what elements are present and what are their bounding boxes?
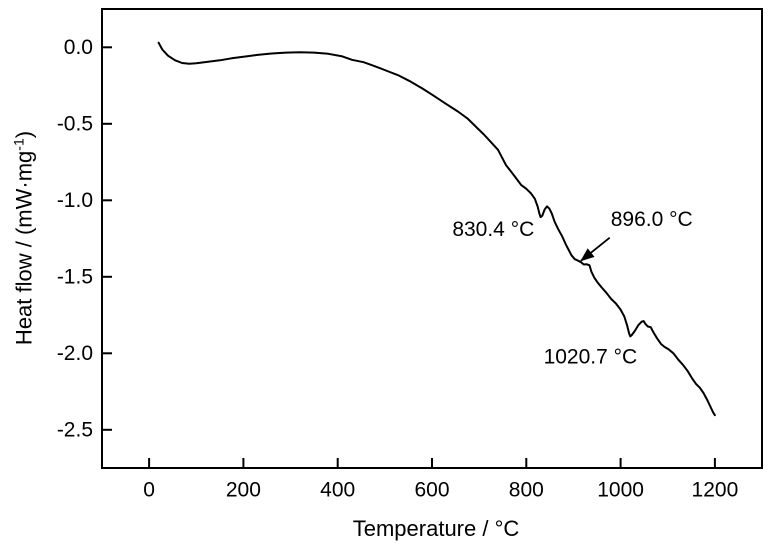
annotation-label-896: 896.0 °C [611,208,693,231]
y-axis-title-text: Heat flow / (mW·mg [11,150,37,346]
annotation-arrow-896 [580,236,611,262]
x-axis-tick-label: 1200 [692,479,739,502]
y-axis-title: Heat flow / (mW·mg-1) [10,131,37,345]
y-axis-tick-label: -0.5 [57,112,93,135]
annotation-label-1020: 1020.7 °C [544,346,638,369]
x-axis-title: Temperature / °C [352,516,520,541]
y-axis-tick-label: -2.0 [57,342,93,365]
x-axis-tick-label: 1000 [597,479,644,502]
plot-frame [101,8,763,469]
y-axis-title-close: ) [11,130,37,139]
x-axis-tick-label: 400 [320,479,355,502]
x-axis-tick-label: 0 [143,479,155,502]
y-axis-title-superscript: -1 [10,138,27,151]
heat-flow-curve [157,41,716,417]
x-axis-tick-label: 200 [226,479,261,502]
y-axis-tick-label: -1.0 [57,189,93,212]
y-axis-tick-label: -1.5 [57,265,93,288]
x-axis-tick-label: 600 [414,479,449,502]
y-axis-tick-label: 0.0 [64,36,93,59]
annotation-label-830: 830.4 °C [452,218,534,241]
x-axis-tick-label: 800 [509,479,544,502]
y-axis-tick-label: -2.5 [57,418,93,441]
